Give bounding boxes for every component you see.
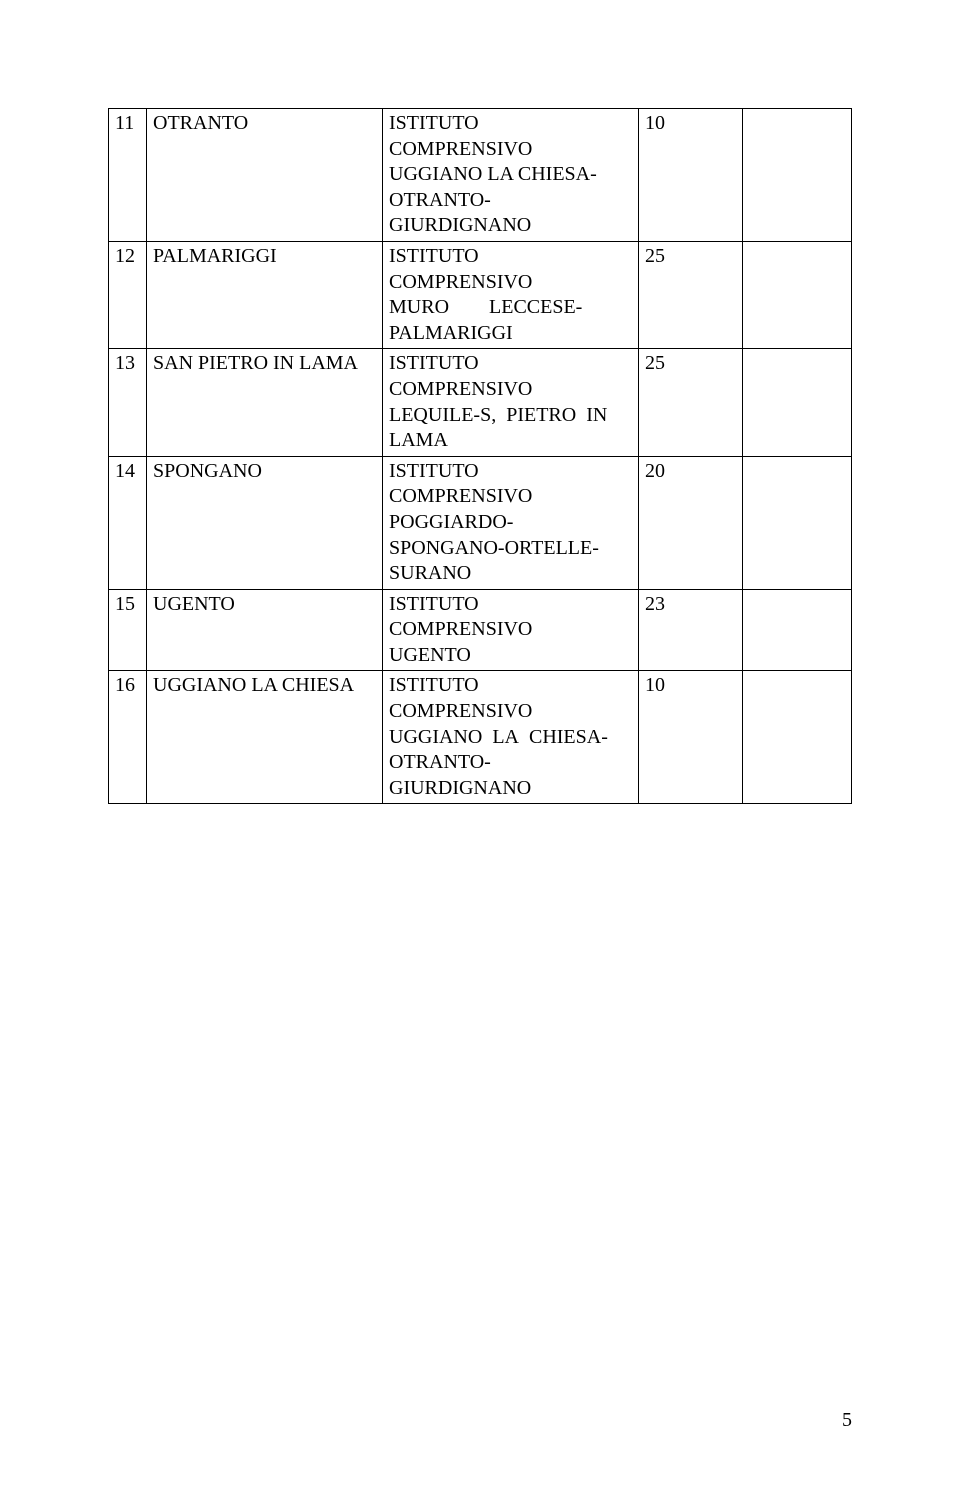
cell-num: 13	[109, 349, 147, 456]
cell-inst: ISTITUTOCOMPRENSIVOUGENTO	[383, 589, 639, 671]
cell-inst: ISTITUTOCOMPRENSIVOLEQUILE-S, PIETRO INL…	[383, 349, 639, 456]
cell-num: 11	[109, 109, 147, 242]
cell-val: 25	[639, 241, 743, 348]
cell-val: 25	[639, 349, 743, 456]
table-row: 13 SAN PIETRO IN LAMA ISTITUTOCOMPRENSIV…	[109, 349, 852, 456]
cell-num: 15	[109, 589, 147, 671]
cell-last	[743, 241, 852, 348]
cell-inst: ISTITUTOCOMPRENSIVOUGGIANO LA CHIESA-OTR…	[383, 671, 639, 804]
cell-val: 10	[639, 109, 743, 242]
cell-city: OTRANTO	[147, 109, 383, 242]
cell-last	[743, 671, 852, 804]
cell-last	[743, 589, 852, 671]
cell-last	[743, 109, 852, 242]
page-number: 5	[842, 1409, 852, 1432]
data-table: 11 OTRANTO ISTITUTOCOMPRENSIVOUGGIANO LA…	[108, 108, 852, 804]
cell-val: 20	[639, 456, 743, 589]
cell-city: UGENTO	[147, 589, 383, 671]
cell-city: SPONGANO	[147, 456, 383, 589]
cell-city: SAN PIETRO IN LAMA	[147, 349, 383, 456]
cell-val: 23	[639, 589, 743, 671]
page: 11 OTRANTO ISTITUTOCOMPRENSIVOUGGIANO LA…	[0, 0, 960, 1504]
cell-num: 16	[109, 671, 147, 804]
cell-inst: ISTITUTOCOMPRENSIVOMURO LECCESE-PALMARIG…	[383, 241, 639, 348]
table-row: 15 UGENTO ISTITUTOCOMPRENSIVOUGENTO 23	[109, 589, 852, 671]
table-row: 14 SPONGANO ISTITUTOCOMPRENSIVOPOGGIARDO…	[109, 456, 852, 589]
cell-num: 14	[109, 456, 147, 589]
table-row: 12 PALMARIGGI ISTITUTOCOMPRENSIVOMURO LE…	[109, 241, 852, 348]
cell-last	[743, 456, 852, 589]
table-row: 16 UGGIANO LA CHIESA ISTITUTOCOMPRENSIVO…	[109, 671, 852, 804]
cell-city: PALMARIGGI	[147, 241, 383, 348]
cell-city: UGGIANO LA CHIESA	[147, 671, 383, 804]
table-row: 11 OTRANTO ISTITUTOCOMPRENSIVOUGGIANO LA…	[109, 109, 852, 242]
cell-last	[743, 349, 852, 456]
cell-inst: ISTITUTOCOMPRENSIVOPOGGIARDO-SPONGANO-OR…	[383, 456, 639, 589]
table-body: 11 OTRANTO ISTITUTOCOMPRENSIVOUGGIANO LA…	[109, 109, 852, 804]
cell-val: 10	[639, 671, 743, 804]
cell-inst: ISTITUTOCOMPRENSIVOUGGIANO LA CHIESA-OTR…	[383, 109, 639, 242]
cell-num: 12	[109, 241, 147, 348]
